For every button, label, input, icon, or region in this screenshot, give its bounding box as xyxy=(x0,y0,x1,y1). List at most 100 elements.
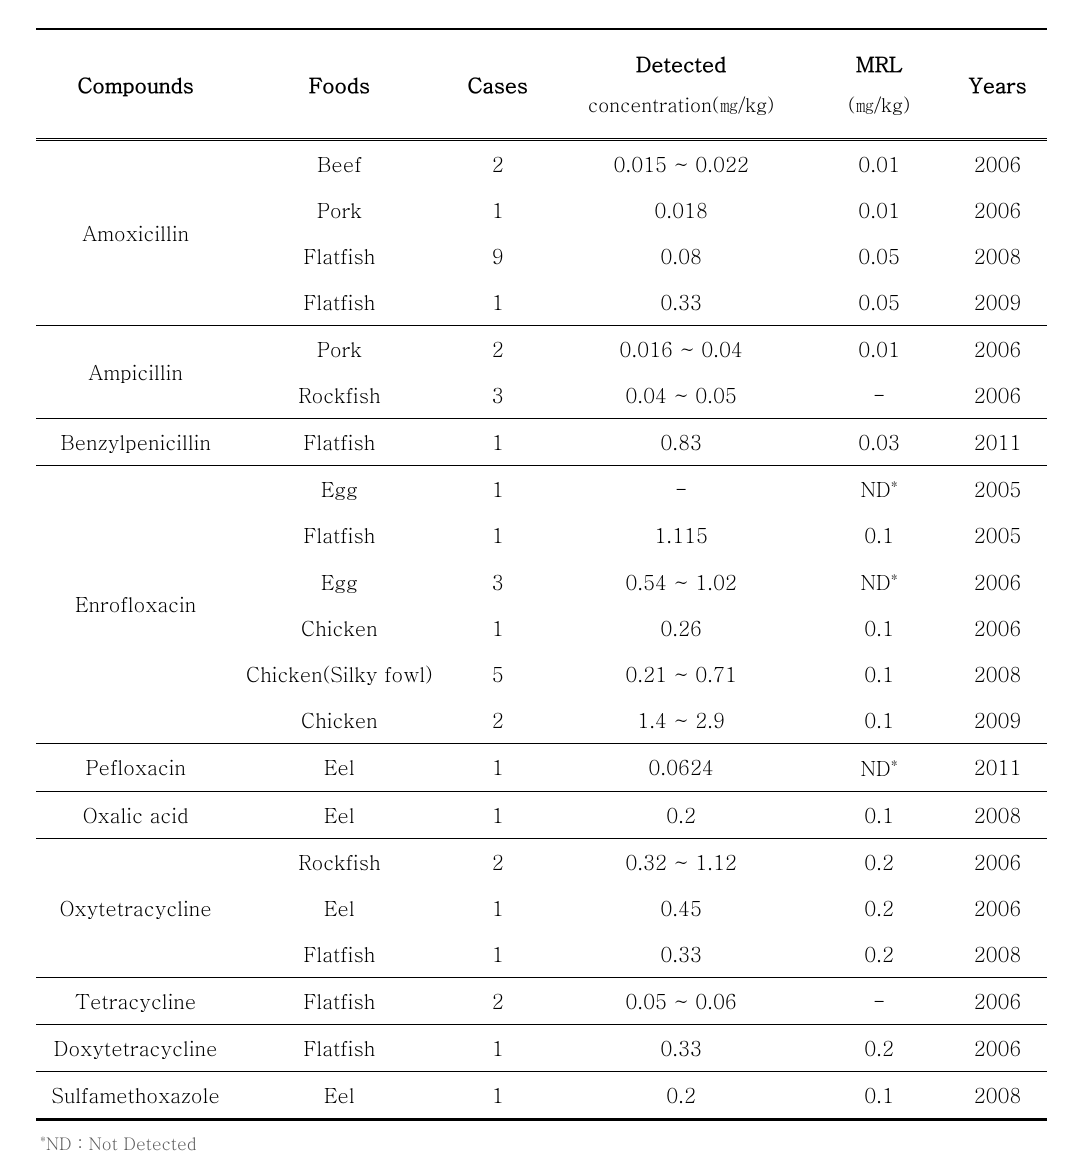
col-detected-line1: Detected xyxy=(636,48,726,78)
cell-mrl: 0.05 xyxy=(810,279,948,326)
cell-year: 2006 xyxy=(948,139,1047,187)
cell-mrl: 0.01 xyxy=(810,325,948,372)
cell-mrl: ND* xyxy=(810,744,948,792)
table-row: OxytetracyclineRockfish20.32 ~ 1.120.220… xyxy=(36,838,1047,885)
cell-cases: 2 xyxy=(443,977,552,1024)
cell-compound: Doxytetracycline xyxy=(36,1024,235,1071)
cell-food: Pork xyxy=(235,187,443,233)
cell-year: 2011 xyxy=(948,744,1047,792)
cell-cases: 1 xyxy=(443,744,552,792)
cell-year: 2009 xyxy=(948,697,1047,744)
cell-mrl: 0.2 xyxy=(810,838,948,885)
cell-cases: 5 xyxy=(443,651,552,697)
table-row: AmpicillinPork20.016 ~ 0.040.012006 xyxy=(36,325,1047,372)
cell-food: Rockfish xyxy=(235,372,443,419)
cell-cases: 2 xyxy=(443,139,552,187)
cell-compound: Benzylpenicillin xyxy=(36,418,235,465)
cell-food: Egg xyxy=(235,465,443,512)
cell-mrl: 0.1 xyxy=(810,697,948,744)
cell-year: 2006 xyxy=(948,838,1047,885)
cell-mrl: ND* xyxy=(810,465,948,512)
cell-cases: 2 xyxy=(443,838,552,885)
cell-compound: Tetracycline xyxy=(36,977,235,1024)
cell-cases: 1 xyxy=(443,1024,552,1071)
table-body: AmoxicillinBeef20.015 ~ 0.0220.012006Por… xyxy=(36,139,1047,1118)
table-row: AmoxicillinBeef20.015 ~ 0.0220.012006 xyxy=(36,139,1047,187)
cell-food: Eel xyxy=(235,791,443,838)
col-mrl-line1: MRL xyxy=(856,48,902,78)
cell-year: 2006 xyxy=(948,605,1047,651)
cell-mrl: 0.01 xyxy=(810,139,948,187)
col-cases: Cases xyxy=(443,29,552,139)
col-mrl: MRL (㎎/kg) xyxy=(810,29,948,139)
cell-food: Flatfish xyxy=(235,279,443,326)
cell-cases: 9 xyxy=(443,233,552,279)
cell-year: 2008 xyxy=(948,791,1047,838)
cell-year: 2008 xyxy=(948,233,1047,279)
cell-food: Eel xyxy=(235,1071,443,1118)
cell-year: 2008 xyxy=(948,1071,1047,1118)
cell-cases: 1 xyxy=(443,512,552,558)
table-footnote: *ND : Not Detected xyxy=(36,1119,1047,1155)
cell-detected: 0.2 xyxy=(552,1071,810,1118)
cell-food: Flatfish xyxy=(235,233,443,279)
col-foods: Foods xyxy=(235,29,443,139)
cell-compound: Ampicillin xyxy=(36,325,235,418)
cell-detected: 0.54 ~ 1.02 xyxy=(552,558,810,605)
cell-year: 2008 xyxy=(948,931,1047,978)
cell-mrl: 0.1 xyxy=(810,791,948,838)
cell-detected: 0.33 xyxy=(552,1024,810,1071)
cell-mrl: 0.1 xyxy=(810,512,948,558)
cell-detected: 0.33 xyxy=(552,279,810,326)
cell-mrl: - xyxy=(810,977,948,1024)
cell-cases: 1 xyxy=(443,465,552,512)
cell-cases: 1 xyxy=(443,931,552,978)
cell-cases: 2 xyxy=(443,325,552,372)
cell-food: Flatfish xyxy=(235,1024,443,1071)
cell-year: 2006 xyxy=(948,325,1047,372)
cell-compound: Enrofloxacin xyxy=(36,465,235,743)
cell-cases: 2 xyxy=(443,697,552,744)
cell-food: Chicken xyxy=(235,605,443,651)
cell-food: Eel xyxy=(235,744,443,792)
cell-compound: Oxalic acid xyxy=(36,791,235,838)
table-row: SulfamethoxazoleEel10.20.12008 xyxy=(36,1071,1047,1118)
cell-detected: 1.115 xyxy=(552,512,810,558)
cell-food: Flatfish xyxy=(235,512,443,558)
cell-food: Beef xyxy=(235,139,443,187)
col-detected: Detected concentration(㎎/kg) xyxy=(552,29,810,139)
cell-year: 2006 xyxy=(948,187,1047,233)
cell-detected: 0.0624 xyxy=(552,744,810,792)
cell-detected: 0.2 xyxy=(552,791,810,838)
cell-cases: 1 xyxy=(443,187,552,233)
cell-year: 2006 xyxy=(948,1024,1047,1071)
col-years: Years xyxy=(948,29,1047,139)
cell-cases: 1 xyxy=(443,418,552,465)
cell-mrl: 0.1 xyxy=(810,605,948,651)
col-compounds: Compounds xyxy=(36,29,235,139)
cell-food: Flatfish xyxy=(235,977,443,1024)
cell-detected: 0.015 ~ 0.022 xyxy=(552,139,810,187)
cell-food: Eel xyxy=(235,885,443,931)
cell-year: 2011 xyxy=(948,418,1047,465)
cell-mrl: 0.01 xyxy=(810,187,948,233)
table-row: TetracyclineFlatfish20.05 ~ 0.06-2006 xyxy=(36,977,1047,1024)
table-row: DoxytetracyclineFlatfish10.330.22006 xyxy=(36,1024,1047,1071)
cell-cases: 1 xyxy=(443,791,552,838)
cell-mrl: 0.1 xyxy=(810,1071,948,1118)
cell-mrl: 0.2 xyxy=(810,1024,948,1071)
cell-cases: 3 xyxy=(443,558,552,605)
footnote-text: ND : Not Detected xyxy=(46,1131,197,1155)
cell-detected: 0.26 xyxy=(552,605,810,651)
cell-mrl: 0.1 xyxy=(810,651,948,697)
cell-cases: 1 xyxy=(443,1071,552,1118)
cell-mrl: 0.03 xyxy=(810,418,948,465)
cell-detected: 0.21 ~ 0.71 xyxy=(552,651,810,697)
cell-detected: 0.83 xyxy=(552,418,810,465)
cell-compound: Oxytetracycline xyxy=(36,838,235,977)
table-row: Oxalic acidEel10.20.12008 xyxy=(36,791,1047,838)
cell-compound: Pefloxacin xyxy=(36,744,235,792)
cell-cases: 1 xyxy=(443,605,552,651)
table-row: BenzylpenicillinFlatfish10.830.032011 xyxy=(36,418,1047,465)
cell-food: Flatfish xyxy=(235,931,443,978)
